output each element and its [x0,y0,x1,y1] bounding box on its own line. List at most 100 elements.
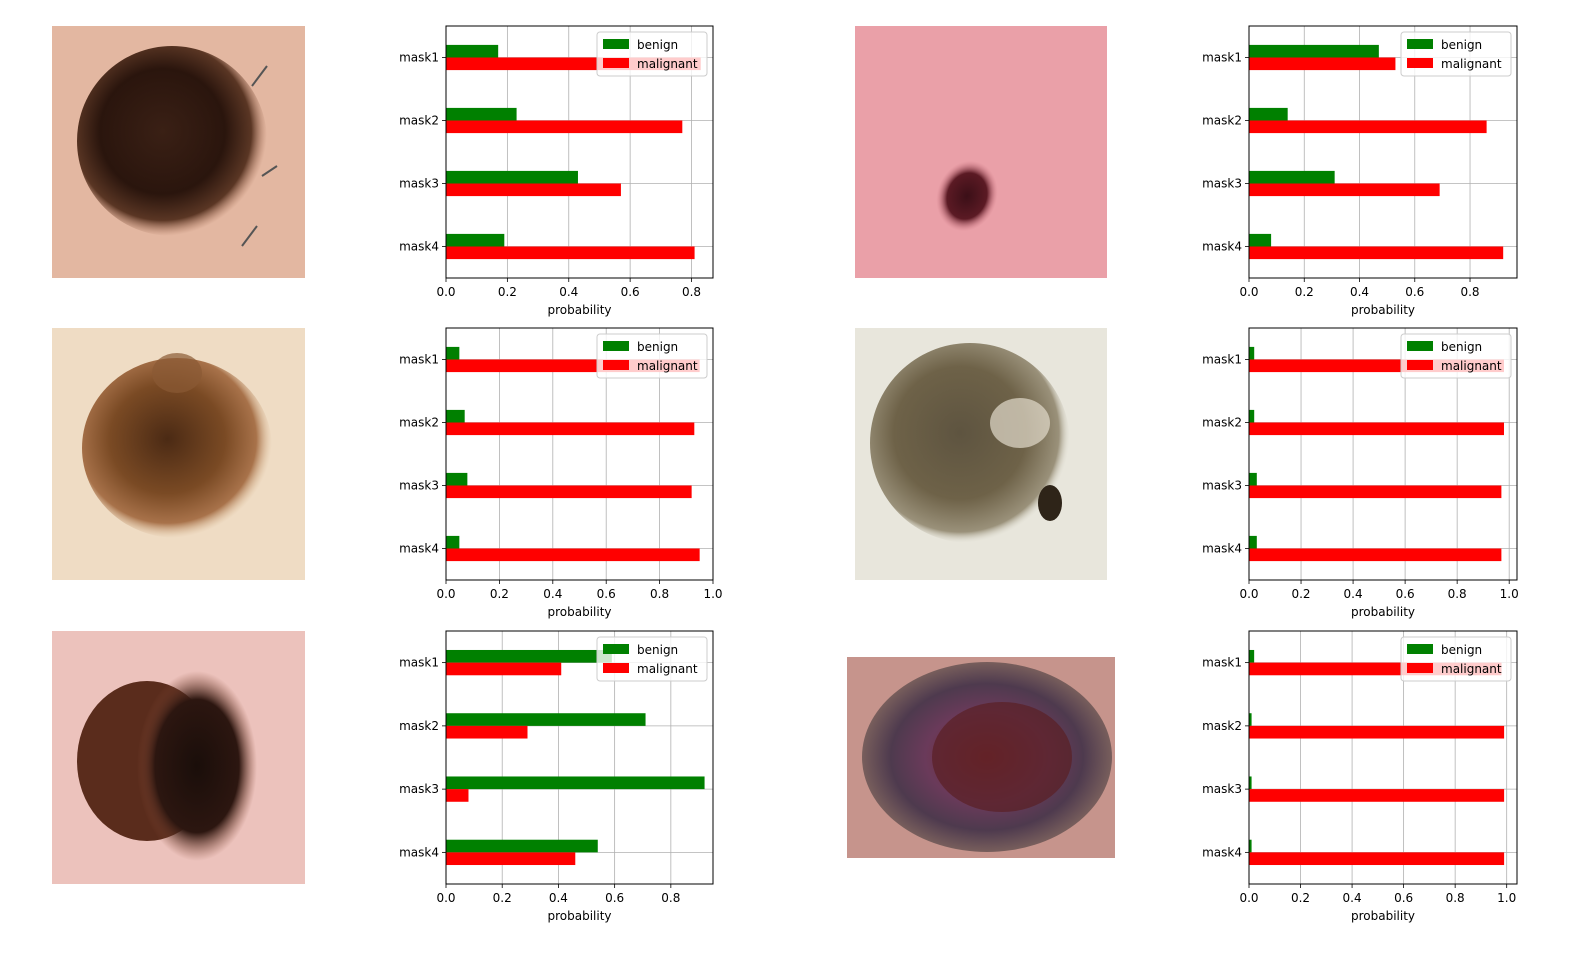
x-tick-label: 0.8 [1460,285,1479,299]
bar-malignant-mask2 [1249,422,1504,436]
lesion-image-5 [52,631,305,884]
bar-benign-mask3 [1249,472,1257,486]
y-tick-label: mask1 [1202,656,1242,670]
legend-label-malignant: malignant [1441,359,1502,373]
bar-malignant-mask4 [446,852,576,866]
legend-swatch-benign [603,644,629,654]
x-axis-label: probability [1351,605,1415,619]
legend-swatch-malignant [1407,58,1433,68]
bar-malignant-mask4 [1249,548,1502,562]
legend-label-benign: benign [637,643,678,657]
x-tick-label: 0.4 [543,587,562,601]
x-tick-label: 0.0 [1239,891,1258,905]
bar-malignant-mask4 [1249,246,1504,260]
x-tick-label: 0.2 [490,587,509,601]
x-tick-label: 0.2 [493,891,512,905]
chart-svg: mask1 mask2 mask3 mask4 0.0 0.2 0.4 0.6 0.8 1.0 pr… [399,327,723,619]
legend-label-benign: benign [1441,38,1482,52]
x-tick-label: 0.8 [661,891,680,905]
x-tick-label: 0.6 [605,891,624,905]
legend-swatch-benign [603,39,629,49]
y-tick-label: mask4 [1202,542,1242,556]
x-tick-label: 0.8 [682,285,701,299]
chart-svg: mask1 mask2 mask3 mask4 0.0 0.2 0.4 0.6 0.8 1.0 pr… [1202,630,1518,923]
bar-malignant-mask4 [446,246,695,260]
bar-benign-mask3 [446,776,705,790]
legend-label-malignant: malignant [637,662,698,676]
bar-benign-mask1 [446,649,612,663]
x-tick-label: 0.6 [597,587,616,601]
x-tick-label: 0.0 [436,285,455,299]
bar-benign-mask2 [446,107,517,121]
y-tick-label: mask2 [399,416,439,430]
x-tick-label: 0.2 [1291,587,1310,601]
x-tick-label: 0.8 [1446,891,1465,905]
y-tick-label: mask3 [1202,782,1242,796]
y-tick-label: mask2 [1202,114,1242,128]
lesion-image-4 [855,328,1107,580]
x-tick-label: 0.6 [1405,285,1424,299]
plot-frame [445,25,714,279]
x-tick-label: 0.6 [1394,891,1413,905]
bar-malignant-mask3 [446,485,692,499]
x-tick-label: 0.8 [650,587,669,601]
bar-benign-mask4 [1249,535,1257,549]
bar-malignant-mask3 [1249,789,1505,802]
bar-benign-mask2 [446,713,646,726]
lesion-image-1 [52,26,305,278]
bar-malignant-mask4 [1249,852,1505,866]
legend: benign malignant [1400,333,1512,379]
legend-swatch-benign [1407,341,1433,351]
bar-chart-2: mask1 mask2 mask3 mask4 0.0 0.2 0.4 0.6 0.8 proba… [1189,25,1577,338]
bar-benign-mask4 [446,839,598,853]
legend: benign malignant [596,31,708,77]
bar-benign-mask1 [1249,649,1255,663]
y-tick-label: mask2 [1202,719,1242,733]
x-tick-label: 0.6 [621,285,640,299]
bar-benign-mask2 [1249,713,1252,726]
x-tick-label: 0.8 [1448,587,1467,601]
y-tick-label: mask3 [1202,479,1242,493]
bar-malignant-mask2 [446,725,528,739]
y-tick-label: mask3 [399,782,439,796]
bar-benign-mask4 [446,535,460,549]
bar-benign-mask1 [1249,44,1379,58]
bar-benign-mask3 [1249,170,1335,184]
legend-swatch-benign [603,341,629,351]
bar-benign-mask1 [1249,346,1255,360]
x-tick-label: 0.6 [1396,587,1415,601]
legend-label-benign: benign [1441,643,1482,657]
bar-malignant-mask1 [446,662,562,676]
bar-benign-mask4 [1249,233,1272,247]
bar-malignant-mask3 [446,183,621,197]
x-tick-label: 0.0 [1239,285,1258,299]
x-tick-label: 0.4 [1343,891,1362,905]
y-tick-label: mask3 [399,479,439,493]
legend-label-malignant: malignant [637,359,698,373]
x-tick-label: 1.0 [1497,891,1516,905]
x-tick-label: 0.0 [436,891,455,905]
bar-malignant-mask3 [1249,183,1440,197]
bar-chart-1: mask1 mask2 mask3 mask4 0.0 0.2 0.4 0.6 0.8 proba… [386,25,773,338]
x-tick-label: 0.0 [1239,587,1258,601]
x-tick-label: 0.4 [559,285,578,299]
legend-label-benign: benign [1441,340,1482,354]
y-tick-label: mask1 [1202,51,1242,65]
legend: benign malignant [1400,31,1512,77]
y-tick-label: mask4 [399,240,439,254]
bar-benign-mask1 [446,44,499,58]
y-tick-label: mask2 [399,114,439,128]
bar-malignant-mask2 [446,120,683,134]
y-tick-label: mask3 [1202,177,1242,191]
chart-svg: mask1 mask2 mask3 mask4 0.0 0.2 0.4 0.6 0.8 1.0 pr… [1202,327,1519,619]
legend-swatch-malignant [603,360,629,370]
legend: benign malignant [596,636,708,682]
x-tick-label: 0.4 [1344,587,1363,601]
plot-frame [1248,630,1518,885]
plot-frame [1248,25,1518,279]
bar-benign-mask2 [446,409,465,423]
x-axis-label: probability [1351,909,1415,923]
legend-label-malignant: malignant [637,57,698,71]
x-axis-label: probability [547,909,611,923]
bar-benign-mask3 [446,472,468,486]
